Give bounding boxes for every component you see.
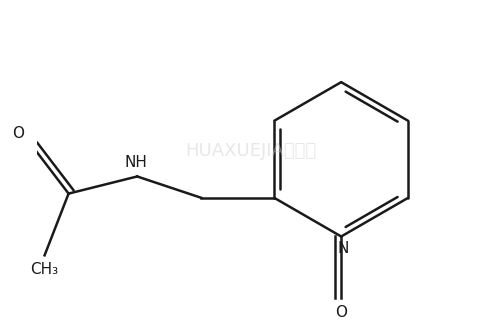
Text: NH: NH (124, 156, 147, 171)
Text: CH₃: CH₃ (31, 262, 59, 277)
Text: O: O (335, 305, 347, 320)
Text: N: N (337, 241, 349, 256)
Text: O: O (12, 126, 24, 141)
Text: HUAXUEJIA化学加: HUAXUEJIA化学加 (186, 142, 317, 160)
